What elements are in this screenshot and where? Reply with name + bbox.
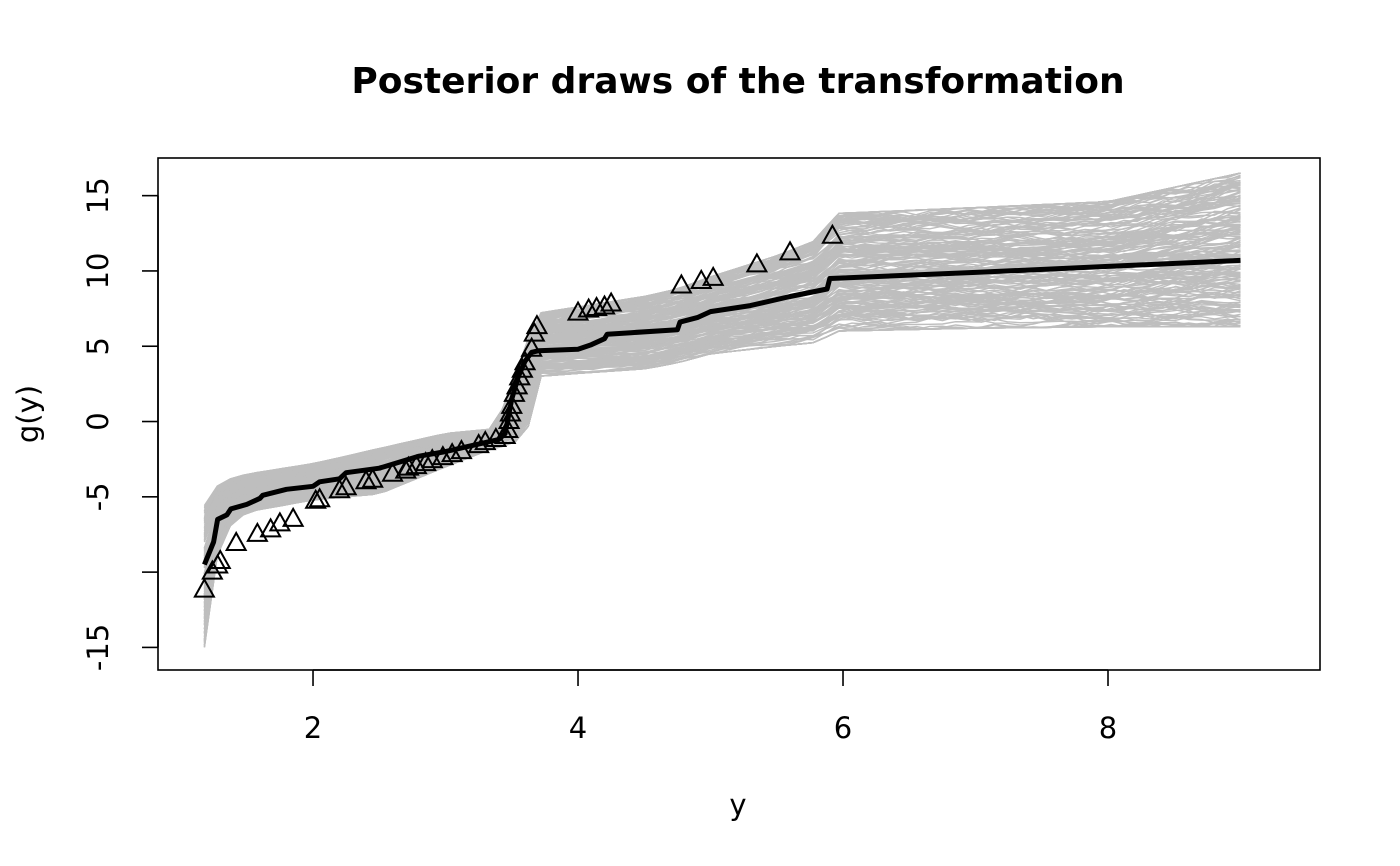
data-point bbox=[308, 487, 331, 508]
data-point bbox=[500, 393, 523, 414]
data-point bbox=[281, 506, 305, 527]
data-point bbox=[397, 455, 420, 476]
x-axis: 2 4 6 8 bbox=[304, 669, 1117, 745]
x-tick-label: 8 bbox=[1099, 711, 1117, 745]
y-tick-label: -5 bbox=[81, 482, 115, 511]
x-axis-label: y bbox=[729, 788, 746, 822]
mean-line bbox=[202, 257, 1241, 566]
data-point bbox=[593, 294, 616, 315]
y-tick-label: 10 bbox=[81, 252, 115, 289]
draw-line bbox=[203, 265, 1241, 579]
y-tick-label: -15 bbox=[81, 624, 115, 671]
draw-line bbox=[203, 320, 1241, 641]
data-point bbox=[577, 297, 600, 318]
data-point bbox=[670, 273, 693, 294]
data-point bbox=[520, 336, 543, 357]
draw-line bbox=[203, 298, 1241, 619]
data-point bbox=[525, 314, 549, 335]
data-point bbox=[821, 223, 844, 244]
data-point bbox=[259, 517, 282, 538]
y-tick-label: 15 bbox=[81, 177, 115, 214]
data-point bbox=[513, 350, 537, 371]
posterior-draws bbox=[203, 172, 1241, 648]
data-point bbox=[701, 265, 725, 286]
data-point bbox=[209, 548, 232, 570]
data-point bbox=[328, 478, 351, 499]
y-tick-label: 0 bbox=[81, 412, 115, 430]
draw-line bbox=[203, 273, 1241, 604]
data-point bbox=[467, 433, 490, 454]
mean-transformation-line bbox=[202, 257, 1241, 566]
chart-title: Posterior draws of the transformation bbox=[351, 61, 1124, 102]
data-point bbox=[778, 240, 802, 261]
x-tick-label: 2 bbox=[304, 711, 322, 745]
data-point bbox=[450, 439, 473, 460]
x-tick-label: 4 bbox=[569, 711, 587, 745]
data-point bbox=[414, 451, 437, 472]
draw-line bbox=[203, 213, 1241, 541]
draw-line bbox=[203, 322, 1241, 646]
draw-line bbox=[203, 291, 1241, 608]
data-point bbox=[304, 488, 327, 509]
data-point bbox=[361, 467, 384, 488]
draw-line bbox=[203, 186, 1241, 524]
y-axis-label: g(y) bbox=[11, 385, 45, 443]
data-point bbox=[246, 521, 269, 542]
data-point bbox=[440, 442, 464, 463]
data-point bbox=[405, 454, 428, 475]
draw-line bbox=[203, 299, 1241, 634]
y-tick-label: 5 bbox=[81, 337, 115, 355]
data-point bbox=[431, 445, 455, 466]
data-point bbox=[354, 469, 378, 490]
data-point bbox=[224, 530, 248, 551]
data-point bbox=[193, 577, 216, 598]
data-point bbox=[201, 559, 224, 580]
data-point bbox=[268, 511, 292, 532]
data-point bbox=[381, 461, 404, 482]
data-point bbox=[745, 252, 769, 273]
draw-line bbox=[203, 231, 1241, 557]
y-axis: -15 -5 0 5 10 15 bbox=[81, 177, 159, 671]
observed-points bbox=[193, 223, 844, 598]
data-point bbox=[585, 295, 608, 317]
draw-line bbox=[203, 182, 1241, 520]
draw-line bbox=[203, 295, 1241, 610]
data-point bbox=[599, 291, 623, 312]
x-tick-label: 6 bbox=[834, 711, 852, 745]
data-point bbox=[334, 475, 358, 496]
